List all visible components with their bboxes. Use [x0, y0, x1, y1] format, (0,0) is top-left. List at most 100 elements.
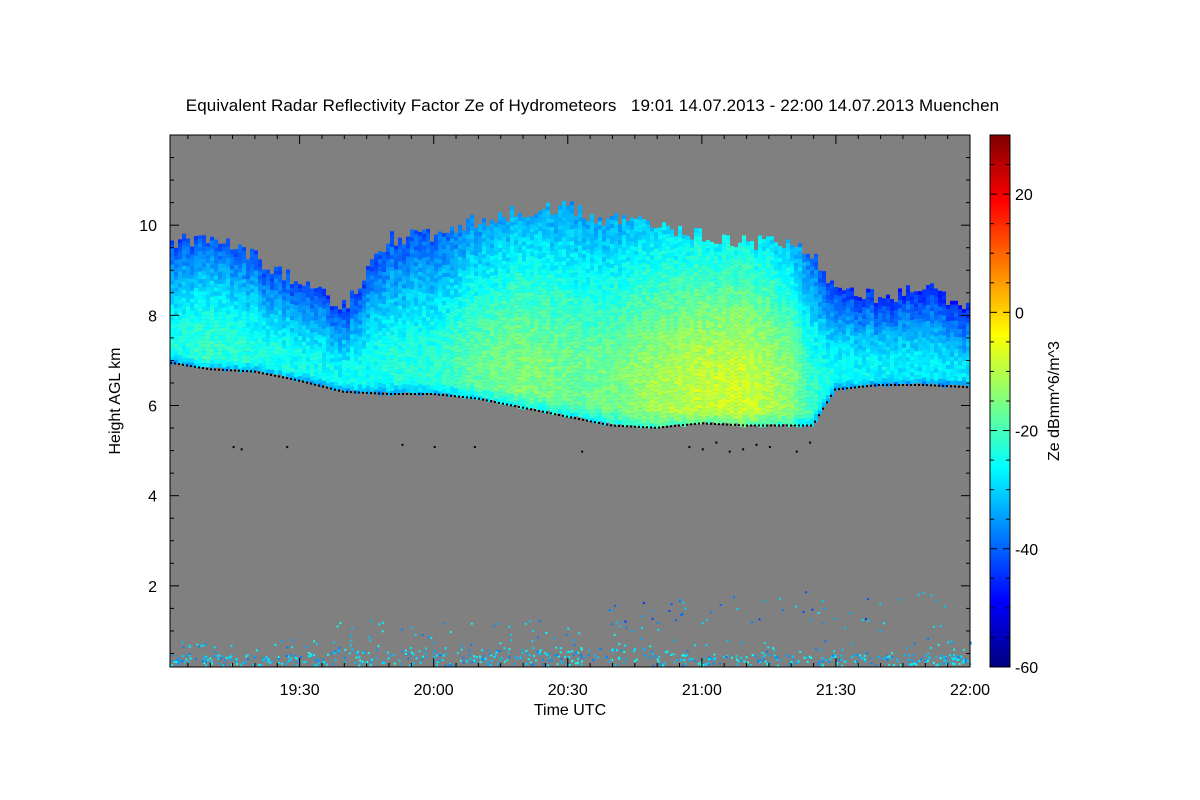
cloud-cell	[238, 340, 242, 345]
cloud-cell	[262, 305, 266, 310]
cloud-cell	[186, 286, 190, 291]
cloud-cell	[418, 359, 422, 364]
cloud-cell	[502, 228, 506, 233]
cloud-cell	[378, 311, 382, 316]
cloud-cell	[534, 282, 538, 287]
cloud-cell	[230, 321, 234, 326]
cloud-cell	[250, 332, 254, 337]
cloud-cell	[526, 353, 530, 357]
cloud-cell	[614, 381, 618, 386]
cloud-cell	[594, 407, 598, 412]
cloud-base-dot	[378, 392, 380, 395]
cloud-cell	[342, 323, 346, 328]
cloud-cell	[262, 297, 266, 302]
cloud-cell	[522, 333, 526, 338]
cloud-cell	[402, 336, 406, 341]
cloud-cell	[650, 347, 654, 352]
cloud-cell	[198, 323, 202, 328]
cloud-cell	[386, 387, 390, 392]
cloud-cell	[342, 387, 346, 392]
cloud-cell	[502, 252, 506, 257]
cloud-cell	[522, 341, 526, 346]
cloud-cell	[658, 247, 662, 252]
cloud-cell	[230, 309, 234, 314]
cloud-cell	[206, 307, 210, 312]
cloud-cell	[606, 254, 610, 259]
cloud-base-dot	[650, 426, 652, 429]
cloud-cell	[170, 292, 174, 297]
cloud-cell	[546, 222, 550, 227]
cloud-cell	[262, 337, 266, 342]
cloud-cell	[462, 318, 466, 323]
cloud-cell	[430, 269, 434, 274]
cloud-cell	[630, 373, 634, 378]
cloud-cell	[510, 350, 514, 355]
cloud-cell	[650, 407, 654, 412]
cloud-cell	[506, 257, 510, 262]
cloud-cell	[366, 378, 370, 383]
cloud-cell	[478, 320, 482, 325]
cloud-cell	[462, 306, 466, 311]
cloud-cell	[334, 386, 338, 390]
cloud-cell	[602, 405, 606, 410]
cloud-cell	[670, 245, 674, 250]
cloud-cell	[602, 389, 606, 394]
cloud-cell	[230, 349, 234, 354]
cloud-cell	[226, 362, 230, 367]
cloud-cell	[566, 365, 570, 370]
cloud-cell	[414, 326, 418, 331]
cloud-cell	[498, 272, 502, 277]
cloud-cell	[514, 312, 518, 317]
cloud-cell	[382, 292, 386, 296]
cloud-cell	[174, 335, 178, 340]
cloud-cell	[538, 210, 542, 215]
cloud-cell	[566, 265, 570, 270]
cloud-base-dot	[174, 362, 176, 365]
cloud-cell	[306, 369, 310, 374]
cloud-cell	[222, 279, 226, 284]
cloud-cell	[398, 329, 402, 334]
cloud-cell	[634, 295, 638, 299]
cloud-base-dot	[570, 416, 572, 419]
cloud-cell	[530, 348, 534, 353]
cloud-cell	[606, 318, 610, 323]
cloud-cell	[246, 283, 250, 288]
cloud-cell	[282, 360, 286, 365]
cloud-cell	[178, 295, 182, 300]
cloud-cell	[490, 220, 494, 224]
cloud-cell	[498, 244, 502, 249]
cloud-cell	[390, 331, 394, 336]
cloud-cell	[410, 301, 414, 306]
cloud-cell	[626, 405, 630, 410]
cloud-cell	[406, 384, 410, 389]
cloud-cell	[514, 308, 518, 313]
cloud-cell	[386, 367, 390, 372]
cloud-cell	[506, 373, 510, 378]
cloud-cell	[474, 371, 478, 376]
cloud-cell	[510, 322, 514, 327]
cloud-cell	[262, 289, 266, 294]
cloud-cell	[578, 393, 582, 398]
cloud-cell	[194, 276, 198, 280]
cloud-cell	[614, 409, 618, 414]
cloud-cell	[530, 280, 534, 285]
cloud-base-dot	[290, 377, 292, 380]
cloud-cell	[594, 279, 598, 284]
cloud-cell	[370, 363, 374, 368]
cloud-cell	[618, 260, 622, 265]
cloud-cell	[582, 338, 586, 343]
cloud-cell	[198, 295, 202, 300]
cloud-cell	[430, 381, 434, 386]
cloud-cell	[222, 307, 226, 312]
cloud-cell	[266, 337, 270, 342]
cloud-cell	[342, 359, 346, 364]
cloud-cell	[614, 385, 618, 390]
cloud-cell	[390, 251, 394, 256]
cloud-cell	[178, 355, 182, 360]
cloud-cell	[282, 340, 286, 345]
cloud-cell	[566, 321, 570, 326]
cloud-cell	[514, 336, 518, 341]
cloud-cell	[538, 398, 542, 403]
cloud-cell	[378, 383, 382, 388]
cloud-cell	[370, 311, 374, 316]
